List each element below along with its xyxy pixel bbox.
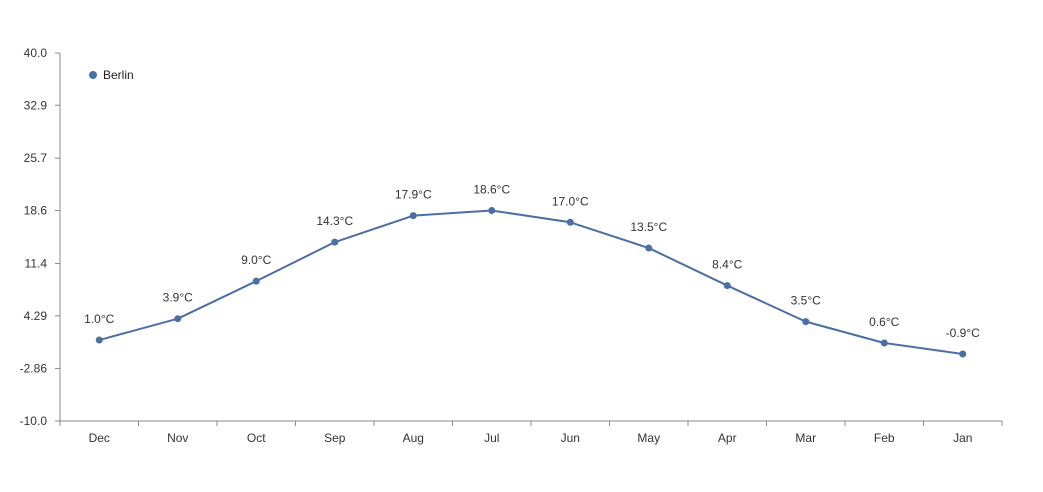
y-tick-label: 32.9 <box>24 98 48 112</box>
x-tick-label: Jul <box>484 431 499 445</box>
y-tick-label: -2.86 <box>20 361 48 375</box>
y-tick-label: 18.6 <box>24 204 48 218</box>
x-axis-ticks: Dec Nov Oct Sep Aug Jul Jun May Apr Mar Feb Jan <box>59 421 1003 445</box>
data-label: 1.0°C <box>84 312 114 326</box>
data-label: 13.5°C <box>630 220 667 234</box>
data-point <box>880 339 888 347</box>
data-label: 9.0°C <box>241 253 271 267</box>
x-tick-label: Dec <box>89 431 110 445</box>
series-line <box>98 209 963 356</box>
x-tick-label: Oct <box>247 431 266 445</box>
x-tick-label: Aug <box>403 431 424 445</box>
data-point <box>802 318 810 326</box>
data-label: -0.9°C <box>946 326 980 340</box>
data-label: 0.6°C <box>869 315 899 329</box>
data-label: 14.3°C <box>316 214 353 228</box>
data-point <box>645 244 653 252</box>
data-point <box>95 336 103 344</box>
x-tick-label: Apr <box>718 431 737 445</box>
y-tick-label: 4.29 <box>24 309 48 323</box>
y-tick-label: -10.0 <box>20 414 48 428</box>
x-tick-label: Sep <box>324 431 346 445</box>
data-label: 8.4°C <box>712 258 742 272</box>
x-tick-label: Jan <box>953 431 972 445</box>
axes <box>59 53 1002 422</box>
data-point <box>174 315 182 323</box>
x-tick-label: Jun <box>561 431 580 445</box>
x-tick-label: Feb <box>874 431 895 445</box>
data-label: 3.9°C <box>163 291 193 305</box>
data-point <box>252 277 260 285</box>
data-point <box>723 282 731 290</box>
y-axis-ticks: 40.0 32.9 25.7 18.6 11.4 4.29 -2.86 -10.0 <box>20 46 60 428</box>
data-label: 17.9°C <box>395 188 432 202</box>
data-label: 3.5°C <box>791 294 821 308</box>
data-point <box>566 218 574 226</box>
y-tick-label: 11.4 <box>25 256 48 270</box>
x-tick-label: Mar <box>795 431 816 445</box>
y-tick-label: 40.0 <box>24 46 48 60</box>
y-tick-label: 25.7 <box>24 151 48 165</box>
data-point <box>488 207 496 215</box>
legend: Berlin <box>89 68 134 82</box>
legend-label-berlin: Berlin <box>103 68 134 82</box>
data-label: 18.6°C <box>473 183 510 197</box>
data-point <box>959 350 967 358</box>
data-label: 17.0°C <box>552 194 589 208</box>
x-tick-label: Nov <box>167 431 188 445</box>
data-point <box>331 238 339 246</box>
series-berlin: 1.0°C 3.9°C 9.0°C 14.3°C 17.9°C 18.6°C 17.0°C 1… <box>84 183 980 358</box>
data-point <box>409 212 417 220</box>
x-tick-label: May <box>637 431 660 445</box>
legend-marker <box>89 71 97 79</box>
